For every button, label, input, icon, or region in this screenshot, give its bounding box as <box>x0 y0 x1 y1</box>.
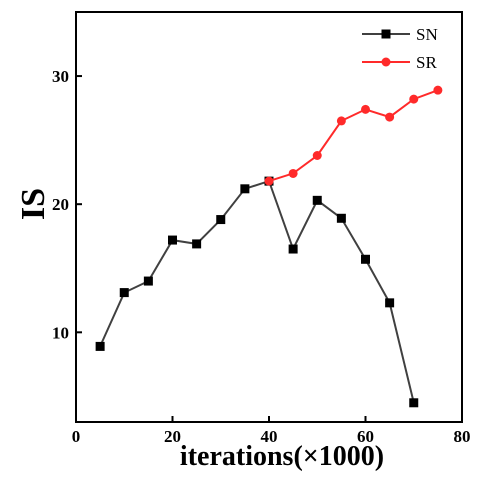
series-sn-point-12 <box>385 298 395 308</box>
series-sr-point-1 <box>288 168 298 178</box>
y-axis-title: IS <box>15 188 52 220</box>
series-sn-point-4 <box>192 239 202 249</box>
series-sn-point-1 <box>119 288 129 298</box>
legend-sn-marker <box>381 29 391 39</box>
series-sn-point-13 <box>409 398 419 408</box>
series-sn-point-10 <box>336 213 346 223</box>
series-sr-point-2 <box>312 151 322 160</box>
legend: SN SR <box>362 25 438 72</box>
series-sn-point-9 <box>312 195 322 205</box>
series-sr <box>264 85 443 186</box>
axis-ticks: 0 20 40 60 80 10 20 30 <box>52 67 471 446</box>
x-tick-label-2: 40 <box>261 427 278 446</box>
x-tick-label-3: 60 <box>357 427 374 446</box>
series-sn-point-6 <box>240 184 250 194</box>
series-sn-point-11 <box>361 254 370 264</box>
x-axis-title: iterations(×1000) <box>180 441 384 472</box>
x-tick-label-0: 0 <box>72 427 81 446</box>
series-sr-point-7 <box>433 85 443 95</box>
series-sn-point-2 <box>143 276 153 286</box>
series-sn-point-5 <box>216 215 226 225</box>
series-layer <box>95 85 443 408</box>
series-sr-point-4 <box>361 104 370 114</box>
legend-sr-marker <box>381 57 391 67</box>
legend-sr-label: SR <box>416 53 437 72</box>
y-tick-label-0: 10 <box>52 323 69 342</box>
series-sn-point-3 <box>168 235 177 245</box>
series-sr-point-5 <box>385 112 395 122</box>
y-tick-label-1: 20 <box>52 195 69 214</box>
series-sn-line <box>99 179 415 404</box>
series-sn-point-0 <box>95 341 105 351</box>
series-sr-point-3 <box>336 116 346 126</box>
series-sn-point-8 <box>288 244 298 254</box>
series-sr-line <box>268 89 439 183</box>
y-tick-label-2: 30 <box>52 67 69 86</box>
legend-sn-label: SN <box>416 25 438 44</box>
x-tick-label-1: 20 <box>164 427 181 446</box>
series-sn <box>95 176 419 408</box>
x-tick-label-4: 80 <box>454 427 471 446</box>
series-sr-point-6 <box>409 94 419 104</box>
series-sr-point-0 <box>264 176 274 186</box>
